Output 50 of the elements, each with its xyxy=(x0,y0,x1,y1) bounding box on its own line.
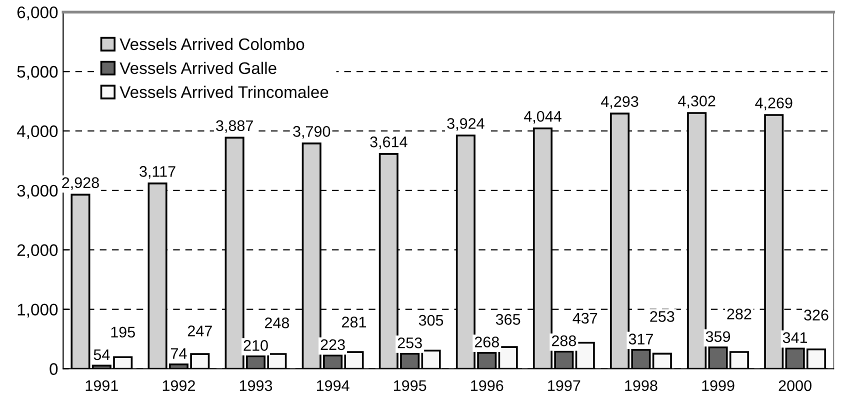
x-tick-label: 2000 xyxy=(778,380,812,392)
data-label: 288 xyxy=(552,335,576,346)
data-label: 3,790 xyxy=(293,126,330,139)
x-tick-label: 1995 xyxy=(394,380,426,392)
data-label: 3,614 xyxy=(370,136,408,150)
legend-label: Vessels Arrived Trincomalee xyxy=(120,86,328,98)
y-tick-label: 6,000 xyxy=(17,6,58,20)
y-tick-label: 1,000 xyxy=(18,304,58,318)
data-label: 359 xyxy=(706,331,730,342)
legend-label: Vessels Arrived Colombo xyxy=(120,38,304,50)
x-tick-label: 1994 xyxy=(316,380,350,392)
y-tick-label: 3,000 xyxy=(17,184,58,199)
x-tick-label: 1991 xyxy=(86,380,118,392)
x-tick-label: 1993 xyxy=(240,380,272,392)
data-label: 437 xyxy=(572,312,598,324)
y-tick-label: 5,000 xyxy=(17,66,58,80)
data-label: 326 xyxy=(804,310,828,320)
data-label: 317 xyxy=(628,334,653,345)
data-label: 305 xyxy=(418,314,444,326)
data-label: 248 xyxy=(264,317,290,328)
data-label: 253 xyxy=(650,311,674,322)
data-label: 4,293 xyxy=(601,96,638,109)
data-label: 268 xyxy=(474,336,499,348)
data-label: 341 xyxy=(782,332,808,344)
data-label: 4,044 xyxy=(524,110,562,124)
x-tick-label: 1992 xyxy=(162,380,195,392)
x-tick-label: 1997 xyxy=(548,380,580,392)
x-tick-label: 1999 xyxy=(702,380,734,392)
data-label: 4,269 xyxy=(755,98,792,110)
data-label: 365 xyxy=(496,314,520,325)
data-label: 195 xyxy=(111,326,135,338)
data-label: 253 xyxy=(398,337,422,348)
x-tick-label: 1998 xyxy=(625,380,658,392)
data-label: 210 xyxy=(244,340,268,351)
data-label: 3,887 xyxy=(216,120,253,133)
y-tick-label: 0 xyxy=(50,363,58,375)
data-label: 2,928 xyxy=(62,177,99,190)
data-label: 281 xyxy=(342,316,366,328)
data-label: 223 xyxy=(320,339,345,350)
data-label: 282 xyxy=(727,308,752,320)
x-tick-label: 1996 xyxy=(471,380,504,392)
data-label: 4,302 xyxy=(678,96,716,108)
data-label: 3,924 xyxy=(447,118,484,131)
data-label: 54 xyxy=(94,349,110,360)
data-label: 247 xyxy=(188,326,212,336)
data-label: 3,117 xyxy=(140,166,176,179)
y-tick-label: 2,000 xyxy=(17,244,58,258)
data-label: 74 xyxy=(171,348,187,359)
y-tick-label: 4,000 xyxy=(16,125,58,140)
legend-label: Vessels Arrived Galle xyxy=(120,62,276,74)
